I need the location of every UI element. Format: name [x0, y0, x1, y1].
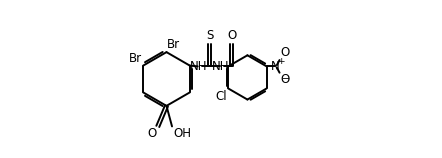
Text: +: + [278, 57, 285, 66]
Text: N: N [271, 60, 280, 73]
Text: S: S [206, 29, 213, 42]
Text: Br: Br [167, 38, 180, 51]
Text: OH: OH [173, 127, 191, 140]
Text: Br: Br [130, 52, 142, 65]
Text: O: O [280, 46, 290, 59]
Text: −: − [282, 74, 290, 84]
Text: O: O [227, 29, 236, 42]
Text: O: O [280, 73, 290, 86]
Text: Cl: Cl [216, 90, 228, 103]
Text: NH: NH [212, 60, 229, 73]
Text: NH: NH [190, 60, 207, 73]
Text: O: O [147, 127, 156, 140]
